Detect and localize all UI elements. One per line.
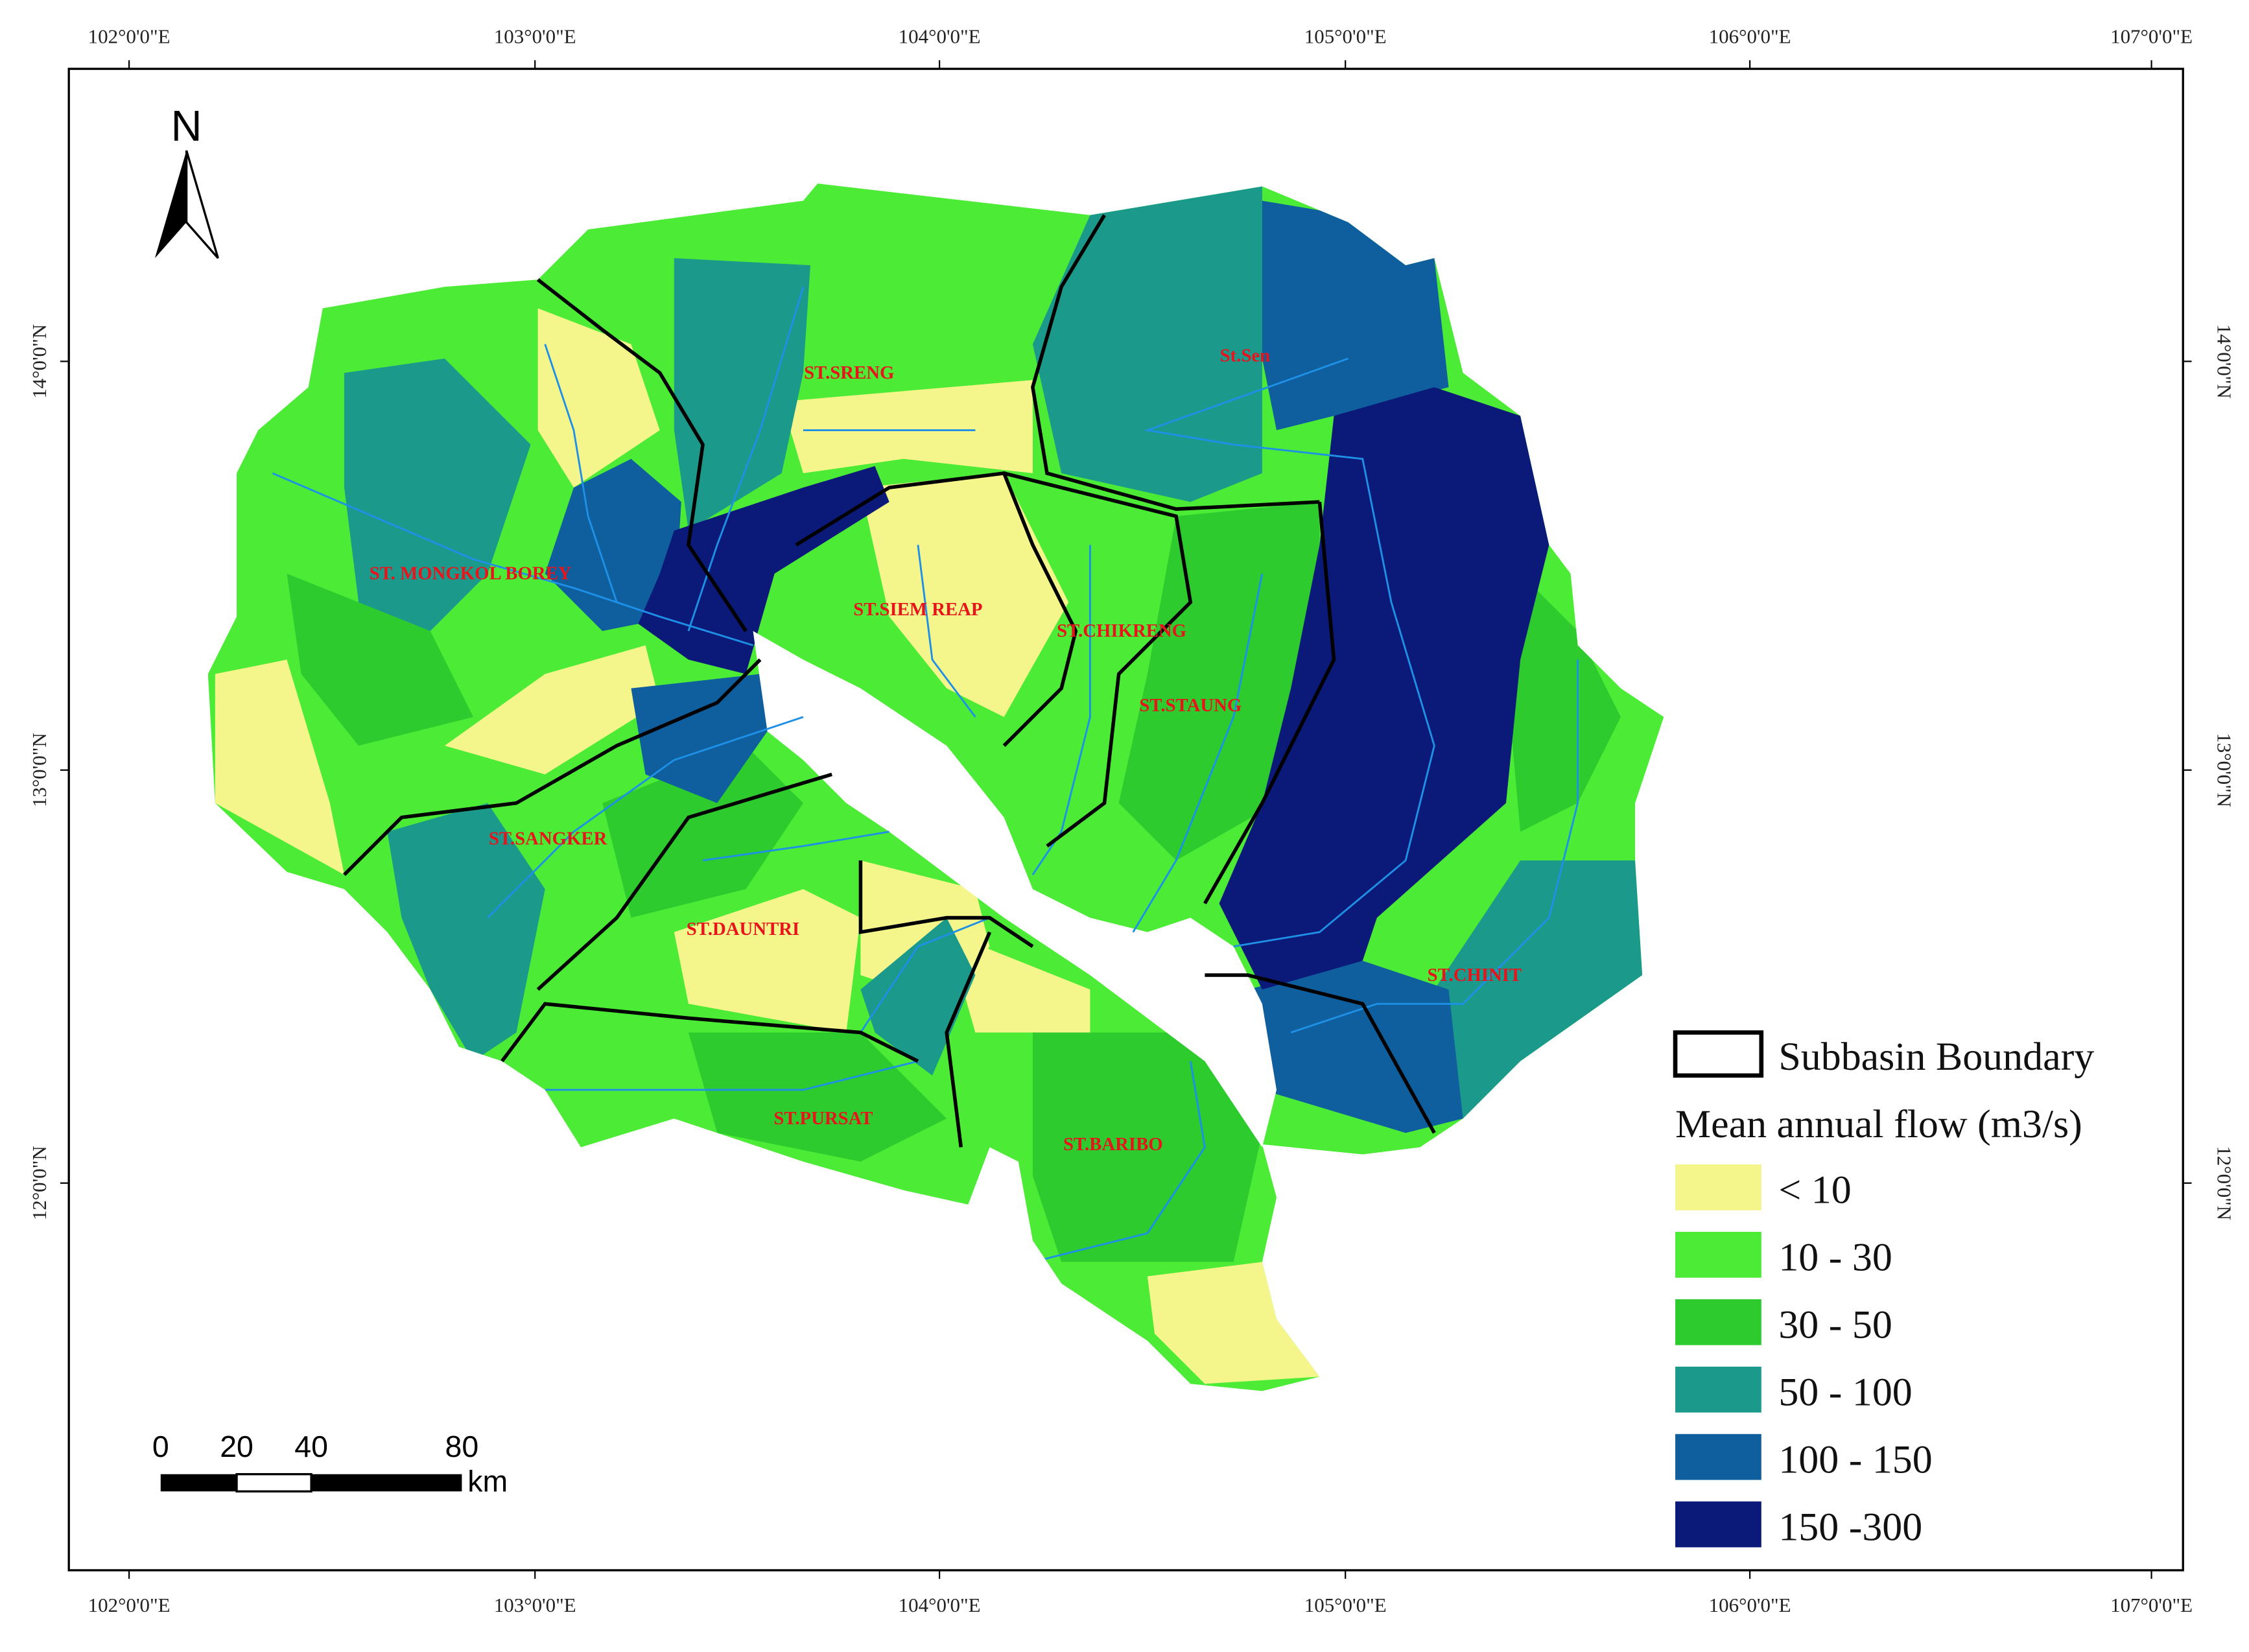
longitude-label: 104°0'0"E bbox=[899, 25, 981, 47]
subbasin-label: ST.SANGKER bbox=[489, 829, 608, 849]
longitude-label: 102°0'0"E bbox=[88, 1594, 171, 1616]
longitude-label: 106°0'0"E bbox=[1709, 25, 1791, 47]
subbasin-label: St.Sen bbox=[1220, 345, 1271, 366]
subbasin-label: ST.DAUNTRI bbox=[687, 919, 799, 939]
subbasin-label: ST.CHINIT bbox=[1427, 965, 1522, 985]
legend-label: < 10 bbox=[1778, 1168, 1851, 1212]
longitude-label: 105°0'0"E bbox=[1304, 1594, 1387, 1616]
subbasin-boundaries bbox=[343, 214, 1436, 1148]
subbasin-label: ST.STAUNG bbox=[1139, 695, 1242, 716]
subbasin-label: ST.SRENG bbox=[804, 362, 894, 383]
subbasin-label: ST.PURSAT bbox=[773, 1108, 873, 1129]
legend-swatch bbox=[1675, 1164, 1761, 1210]
labels: 102°0'0"E 102°0'0"E 103°0'0"E 103°0'0"E 104°… bbox=[28, 25, 2236, 1616]
latitude-label: 14°0'0"N bbox=[28, 324, 51, 399]
legend bbox=[1673, 1030, 1764, 1078]
legend-swatch bbox=[1675, 1299, 1761, 1345]
scale-label: 80 bbox=[445, 1430, 479, 1463]
scale-bar bbox=[160, 1473, 462, 1493]
longitude-label: 102°0'0"E bbox=[88, 25, 171, 47]
longitude-label: 107°0'0"E bbox=[2110, 1594, 2193, 1616]
legend-label: 150 -300 bbox=[1778, 1505, 1922, 1549]
longitude-label: 103°0'0"E bbox=[494, 25, 576, 47]
legend-label: 30 - 50 bbox=[1778, 1303, 1892, 1347]
latitude-label: 13°0'0"N bbox=[28, 733, 51, 807]
latitude-label: 12°0'0"N bbox=[28, 1146, 51, 1220]
boundary-swatch bbox=[1673, 1030, 1764, 1078]
legend-label: 50 - 100 bbox=[1778, 1371, 1912, 1415]
legend-label: 100 - 150 bbox=[1778, 1438, 1932, 1482]
latitude-label: 14°0'0"N bbox=[2213, 324, 2235, 399]
north-arrow bbox=[154, 150, 219, 259]
scale-label: 20 bbox=[220, 1430, 253, 1463]
legend-title: Mean annual flow (m3/s) bbox=[1675, 1102, 2082, 1146]
legend-boundary-label: Subbasin Boundary bbox=[1778, 1035, 2094, 1079]
legend-label: 10 - 30 bbox=[1778, 1236, 1892, 1280]
legend-swatch bbox=[1675, 1366, 1761, 1413]
longitude-label: 107°0'0"E bbox=[2110, 25, 2193, 47]
longitude-label: 103°0'0"E bbox=[494, 1594, 576, 1616]
scale-label: 0 bbox=[152, 1430, 169, 1463]
subbasin-label: ST.SIEM REAP bbox=[853, 599, 982, 620]
longitude-label: 106°0'0"E bbox=[1709, 1594, 1791, 1616]
longitude-label: 104°0'0"E bbox=[899, 1594, 981, 1616]
legend-swatch bbox=[1675, 1501, 1761, 1548]
latitude-label: 13°0'0"N bbox=[2213, 733, 2235, 807]
scale-label: 40 bbox=[294, 1430, 328, 1463]
scale-unit: km bbox=[467, 1464, 508, 1498]
subbasin-label: ST.CHIKRENG bbox=[1057, 620, 1186, 641]
subbasin-label: ST.BARIBO bbox=[1063, 1134, 1163, 1155]
north-label: N bbox=[171, 102, 202, 150]
longitude-label: 105°0'0"E bbox=[1304, 25, 1387, 47]
legend-swatch bbox=[1675, 1434, 1761, 1480]
legend-swatch bbox=[1675, 1231, 1761, 1278]
latitude-label: 12°0'0"N bbox=[2213, 1146, 2235, 1220]
subbasin-label: ST. MONGKOL BOREY bbox=[370, 563, 572, 584]
